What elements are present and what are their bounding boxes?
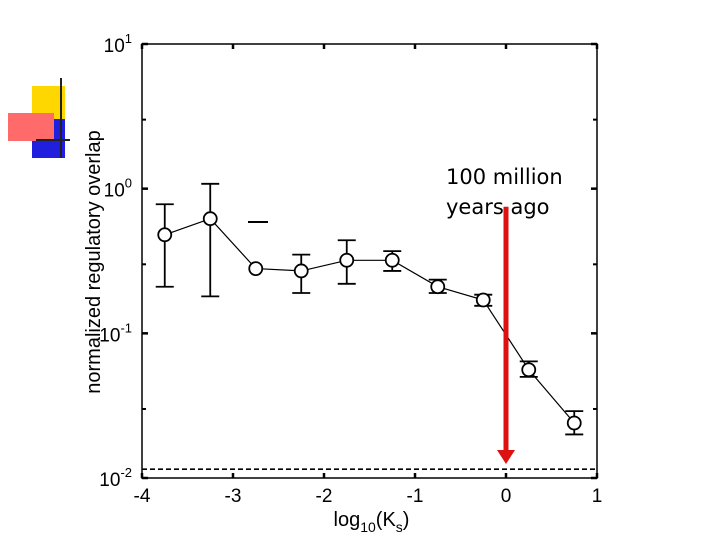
data-point — [475, 292, 491, 308]
x-tick-label: -1 — [407, 486, 424, 507]
x-tick-label: 1 — [592, 486, 603, 507]
x-tick-label: -2 — [316, 486, 333, 507]
data-point — [202, 211, 218, 227]
data-point — [430, 279, 446, 295]
y-tick-label: 10-2 — [99, 465, 132, 491]
y-axis-label: normalized regulatory overlap — [83, 130, 105, 393]
annotation-text: 100 million years ago — [446, 162, 563, 222]
annotation-line-2: years ago — [446, 195, 550, 219]
y-tick-label: 10-1 — [99, 320, 132, 346]
plot-frame — [141, 43, 598, 479]
x-tick-label: -4 — [134, 486, 151, 507]
x-axis-label: log10(Ks) — [334, 509, 410, 535]
x-tick-label: -3 — [225, 486, 242, 507]
data-point — [521, 362, 537, 378]
data-point — [157, 227, 173, 243]
data-point — [248, 261, 264, 277]
data-point — [339, 252, 355, 268]
annotation-arrow-head — [497, 449, 515, 464]
y-tick-label: 101 — [104, 31, 132, 57]
data-point — [566, 415, 582, 431]
y-tick-label: 100 — [104, 176, 132, 202]
data-point — [384, 252, 400, 268]
x-tick-label: 0 — [501, 486, 512, 507]
series-line — [164, 218, 575, 424]
data-point — [293, 263, 309, 279]
decor-red-square — [8, 113, 54, 141]
annotation-line-1: 100 million — [446, 165, 563, 189]
